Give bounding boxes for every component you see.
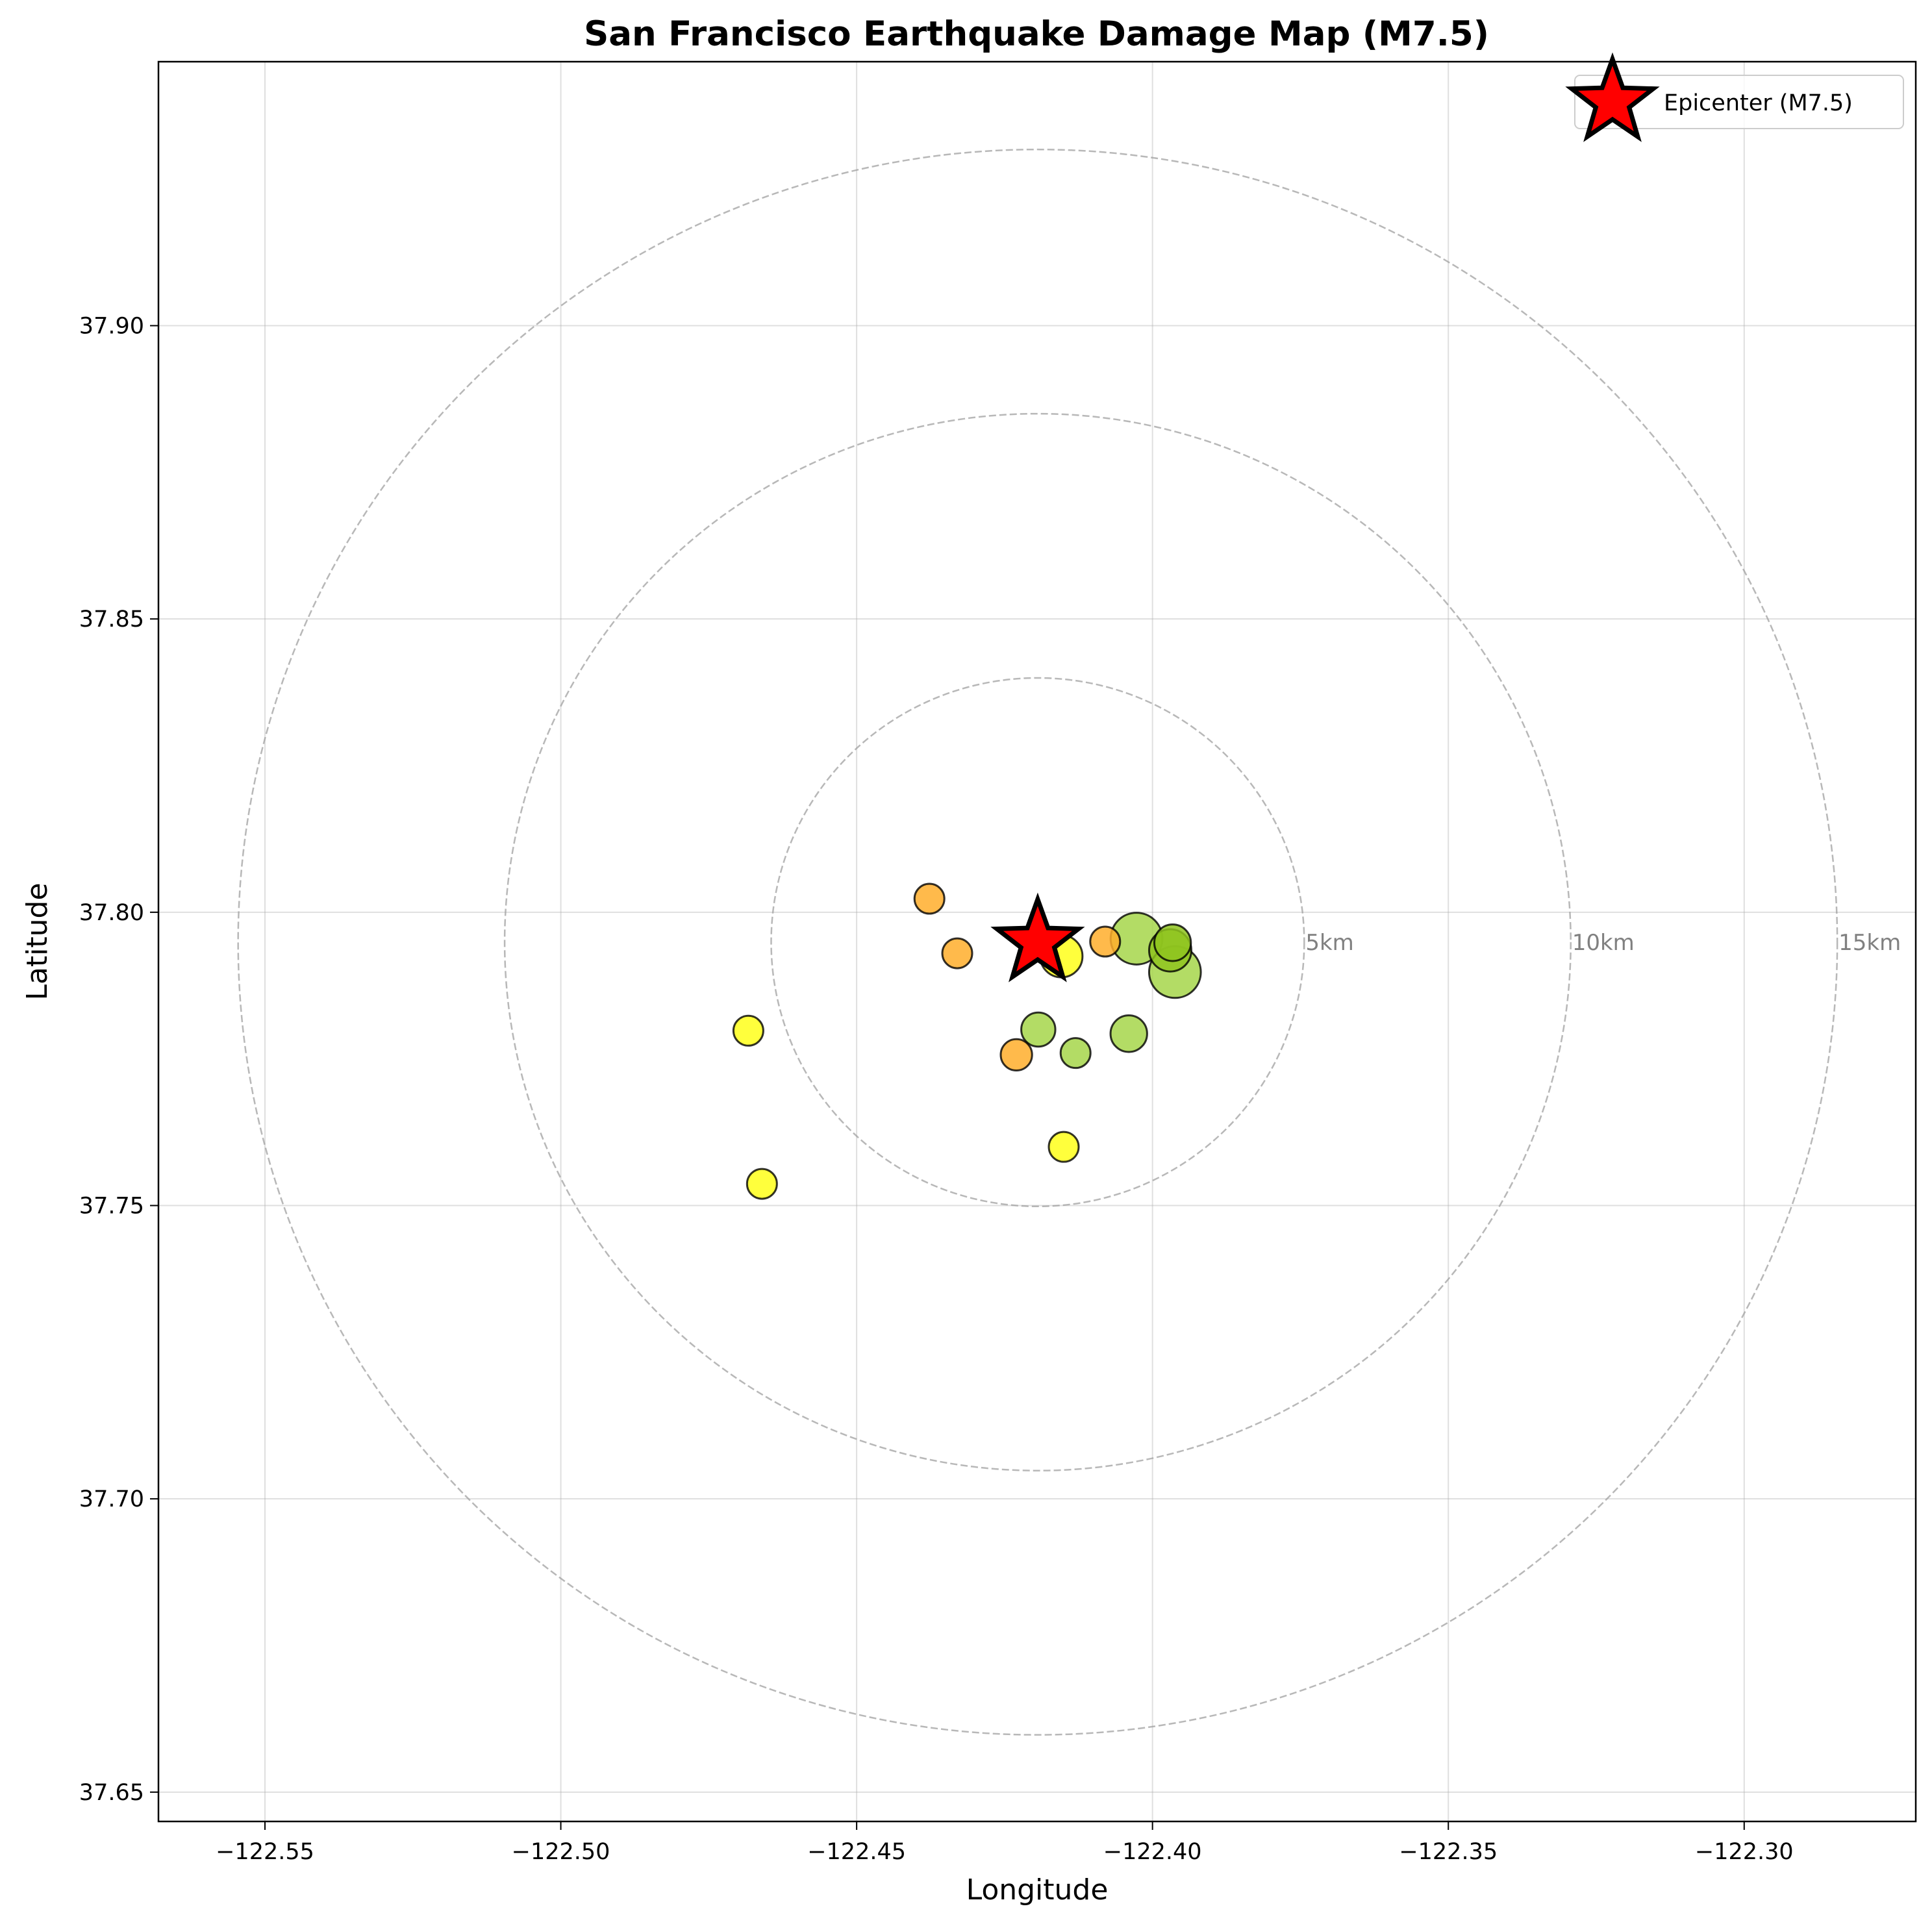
x-tick-label: −122.50	[512, 1839, 610, 1865]
plot-frame	[157, 60, 1917, 1823]
x-tick-label: −122.40	[1103, 1839, 1202, 1865]
x-axis-label: Longitude	[966, 1873, 1109, 1907]
ring-label: 15km	[1838, 930, 1901, 956]
x-tick-label: −122.35	[1399, 1839, 1498, 1865]
y-tick-label: 37.65	[79, 1780, 144, 1806]
epicenter-star	[990, 892, 1085, 982]
damage-point	[1059, 1037, 1092, 1069]
legend-star-icon	[1565, 52, 1660, 142]
damage-point	[1048, 1131, 1080, 1163]
damage-point	[1109, 1014, 1148, 1053]
distance-ring	[503, 412, 1572, 1471]
x-tick-label: −122.55	[216, 1839, 314, 1865]
legend-label: Epicenter (M7.5)	[1664, 90, 1853, 116]
y-axis-ticks: 37.65 37.70 37.75 37.80 37.85 37.90	[79, 314, 158, 1806]
ring-label: 5km	[1305, 930, 1353, 956]
epicenter-marker	[990, 892, 1085, 982]
distance-ring	[770, 677, 1305, 1208]
damage-point	[1020, 1011, 1057, 1048]
grid	[158, 62, 1916, 1821]
damage-point	[999, 1038, 1033, 1071]
damage-point	[913, 882, 946, 915]
plot-area: 5km 10km 15km	[157, 60, 1917, 1823]
x-tick-label: −122.30	[1695, 1839, 1794, 1865]
damage-point	[732, 1014, 764, 1047]
y-tick-label: 37.75	[79, 1194, 144, 1219]
damage-point	[1153, 923, 1192, 962]
damage-point	[941, 937, 973, 969]
ring-label: 10km	[1572, 930, 1635, 956]
y-axis-label: Latitude	[21, 882, 54, 1000]
legend: Epicenter (M7.5)	[1565, 52, 1904, 142]
distance-rings: 5km 10km 15km	[237, 148, 1901, 1736]
chart-title: San Francisco Earthquake Damage Map (M7.…	[584, 14, 1489, 54]
y-tick-label: 37.90	[79, 314, 144, 340]
legend-star	[1565, 52, 1660, 142]
damage-point	[746, 1168, 778, 1200]
damage-point	[1089, 925, 1122, 958]
x-axis-ticks: −122.55 −122.50 −122.45 −122.40 −122.35 −122.…	[216, 1821, 1794, 1865]
y-tick-label: 37.70	[79, 1486, 144, 1512]
y-tick-label: 37.80	[79, 900, 144, 926]
distance-ring	[237, 148, 1838, 1736]
x-tick-label: −122.45	[807, 1839, 906, 1865]
y-tick-label: 37.85	[79, 607, 144, 632]
